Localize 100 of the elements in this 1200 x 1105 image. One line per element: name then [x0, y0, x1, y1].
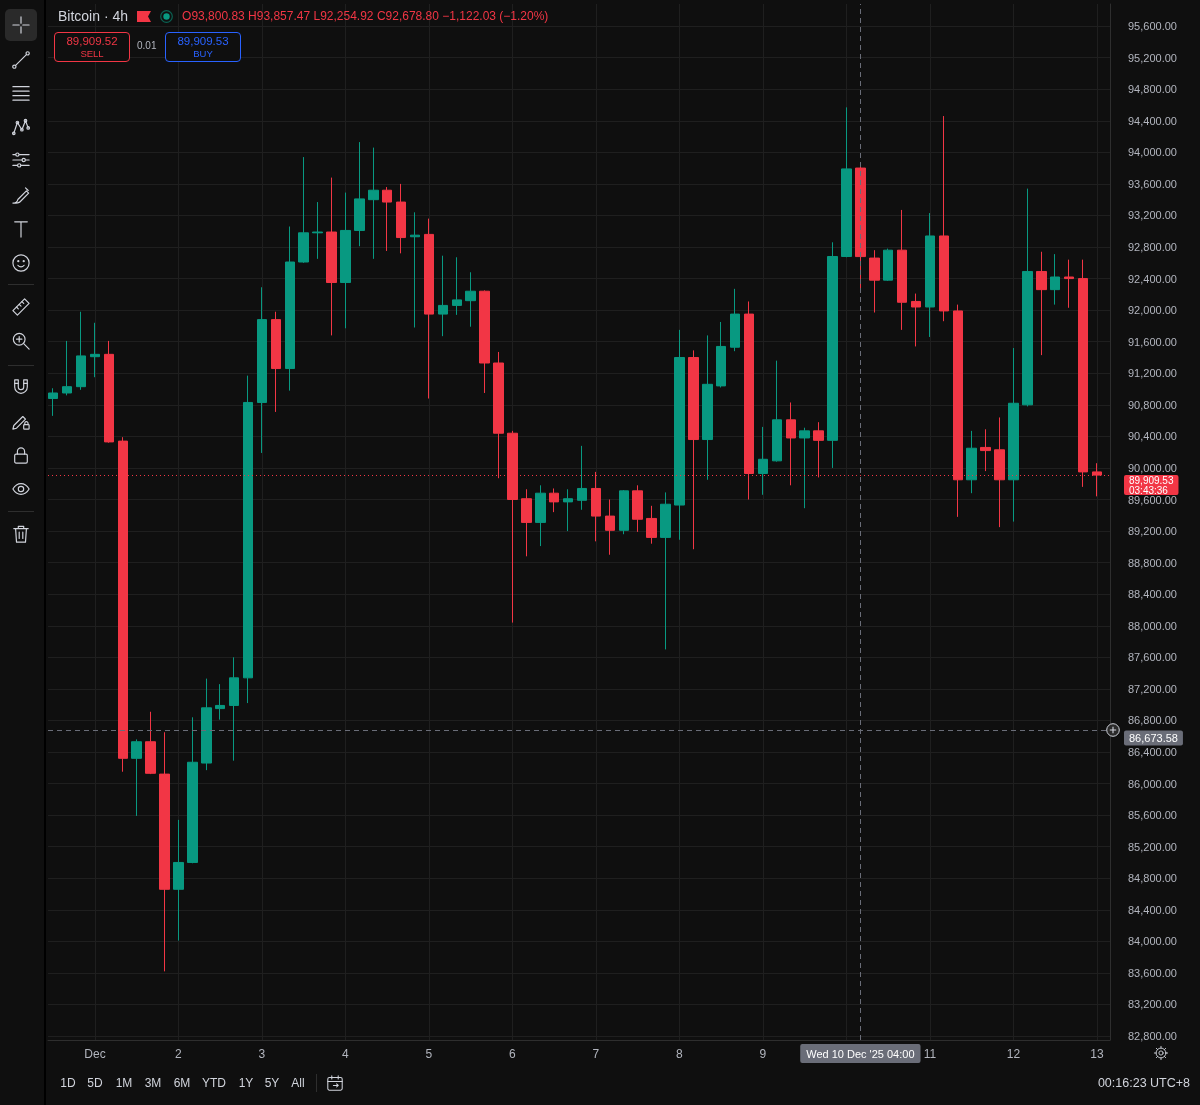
candlestick	[382, 186, 392, 252]
ref-line-label: 86,673.58	[1129, 731, 1178, 744]
y-tick-label: 88,400.00	[1128, 588, 1177, 601]
candlestick	[201, 678, 212, 771]
y-tick-label: 89,600.00	[1128, 493, 1177, 506]
candlestick	[799, 427, 810, 509]
y-tick-label: 90,000.00	[1128, 461, 1177, 474]
candlestick	[48, 387, 58, 417]
candlestick	[62, 340, 72, 396]
x-tick-label: 12	[1006, 1047, 1021, 1061]
x-tick-label: 3	[258, 1047, 266, 1061]
x-tick-label: Dec	[84, 1047, 106, 1061]
candlestick	[326, 177, 337, 336]
candlestick	[1050, 253, 1060, 306]
x-tick-label: 11	[923, 1047, 937, 1061]
candlestick	[535, 484, 546, 547]
y-tick-label: 83,200.00	[1128, 998, 1177, 1011]
x-tick-label: 7	[592, 1047, 600, 1061]
candlestick	[215, 683, 225, 721]
candlestick	[883, 248, 893, 282]
y-tick-label: 86,000.00	[1128, 777, 1177, 790]
candlestick	[911, 293, 921, 347]
candlestick	[1008, 347, 1019, 523]
candlestick	[549, 487, 559, 513]
candlestick	[939, 115, 949, 322]
candlestick	[730, 288, 740, 352]
candlestick	[646, 505, 657, 545]
y-tick-label: 87,600.00	[1128, 651, 1177, 664]
candlestick	[1022, 188, 1033, 407]
x-tick-label: 4	[342, 1047, 350, 1061]
y-tick-label: 92,400.00	[1128, 272, 1177, 285]
chart-title: Bitcoin · 4h	[58, 8, 129, 24]
y-tick-label: 82,800.00	[1128, 1030, 1177, 1043]
y-tick-label: 92,000.00	[1128, 304, 1177, 317]
y-tick-label: 86,400.00	[1128, 746, 1177, 758]
candlestick	[716, 321, 726, 388]
text: 1M	[115, 1076, 133, 1090]
candlestick	[243, 375, 253, 704]
candlestick	[159, 731, 170, 972]
y-tick-label: 93,200.00	[1128, 209, 1177, 222]
y-tick-label: 93,600.00	[1128, 177, 1177, 190]
candlestick	[285, 226, 295, 392]
y-tick-label: 83,600.00	[1128, 966, 1177, 979]
text: 1D	[60, 1076, 76, 1090]
candlestick	[257, 286, 267, 454]
annotation: SELL	[79, 48, 105, 59]
candlestick	[702, 334, 713, 481]
x-tick-label: 6	[509, 1047, 517, 1061]
y-tick-label: 91,200.00	[1128, 367, 1177, 380]
y-tick-label: 94,400.00	[1128, 114, 1177, 127]
ref-line-label: Wed 10 Dec '25 04:00	[806, 1047, 915, 1060]
y-tick-label: 89,200.00	[1128, 525, 1177, 538]
text: 3M	[144, 1076, 162, 1090]
y-tick-label: 94,800.00	[1128, 83, 1177, 96]
candlestick	[632, 484, 643, 533]
candlestick	[145, 711, 156, 775]
candlestick	[368, 147, 379, 260]
sell-button: 89,909.52 SELL	[54, 32, 130, 62]
candlestick	[340, 192, 351, 329]
candlestick	[660, 491, 671, 650]
candlestick	[396, 183, 406, 254]
candlestick	[619, 489, 629, 535]
buy-button: 89,909.53 BUY	[165, 32, 241, 62]
text: 00:16:23 UTC+8	[1097, 1076, 1190, 1090]
y-tick-label: 90,800.00	[1128, 398, 1177, 411]
candlestick	[827, 241, 838, 469]
y-tick-label: 95,200.00	[1128, 51, 1177, 64]
x-tick-label: 9	[759, 1047, 767, 1061]
y-tick-label: 88,000.00	[1128, 619, 1177, 632]
candlestick	[772, 360, 782, 463]
candlestick	[841, 106, 852, 258]
candlestick	[966, 430, 977, 494]
y-tick-label: 92,800.00	[1128, 241, 1177, 254]
y-tick-label: 84,000.00	[1128, 935, 1177, 948]
candlestick	[674, 329, 685, 541]
y-tick-label: 87,200.00	[1128, 682, 1177, 695]
candlestick	[410, 211, 420, 328]
candlestick	[173, 819, 184, 942]
candlestick	[465, 271, 476, 328]
x-tick-label: 5	[425, 1047, 433, 1061]
text: 1Y	[238, 1076, 254, 1090]
annotation: 0.01	[137, 40, 157, 51]
x-tick-label: 8	[676, 1047, 684, 1061]
x-tick-label: 13	[1090, 1047, 1104, 1061]
y-tick-label: 91,600.00	[1128, 335, 1177, 348]
y-tick-label: 84,400.00	[1128, 903, 1177, 916]
candlestick	[104, 340, 114, 444]
candlestick	[925, 212, 935, 338]
candlestick	[1036, 251, 1047, 356]
candlestick	[229, 656, 239, 762]
text: 6M	[173, 1076, 191, 1090]
candlestick	[479, 289, 490, 394]
y-tick-label: 85,200.00	[1128, 840, 1177, 853]
candlestick	[452, 256, 462, 316]
candlestick	[131, 738, 142, 817]
y-tick-label: 90,400.00	[1128, 430, 1177, 443]
annotation: 89,909.53	[176, 34, 230, 48]
candlestick	[521, 488, 532, 557]
y-tick-label: 85,600.00	[1128, 809, 1177, 822]
x-tick-label: 2	[175, 1047, 183, 1061]
